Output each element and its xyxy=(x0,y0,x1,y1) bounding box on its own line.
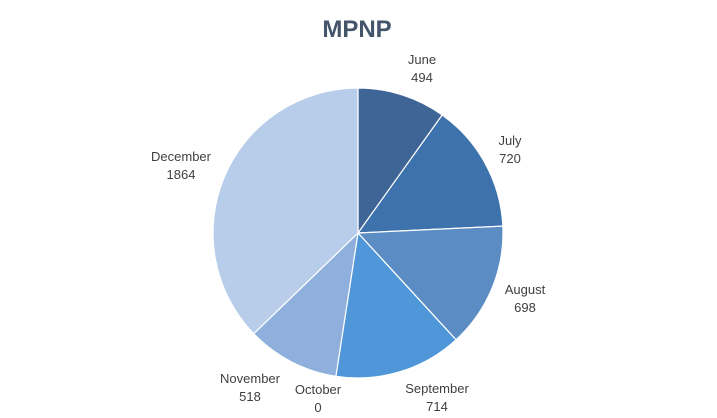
slice-label-value: 518 xyxy=(239,389,261,404)
slice-label-november: November 518 xyxy=(220,371,281,404)
pie-slice-august xyxy=(356,225,504,341)
pie-slice-november xyxy=(252,231,359,377)
slice-label-september: September 714 xyxy=(405,381,469,414)
slice-label-category: September xyxy=(405,381,469,396)
slice-label-december: December 1864 xyxy=(151,149,212,182)
slice-label-category: November xyxy=(220,371,281,386)
pie-slice-june xyxy=(357,87,444,235)
slice-label-july: July 720 xyxy=(498,133,522,166)
slice-labels: June 494 July 720 August 698 September 714 Octob… xyxy=(151,52,546,415)
slice-label-value: 0 xyxy=(314,400,321,415)
slice-label-october: October 0 xyxy=(295,382,342,415)
slice-label-category: December xyxy=(151,149,212,164)
pie-slice-september xyxy=(335,231,457,379)
pie-slice-december xyxy=(212,87,359,335)
slice-label-value: 720 xyxy=(499,151,521,166)
slice-label-value: 494 xyxy=(411,70,433,85)
slice-label-value: 698 xyxy=(514,300,536,315)
slice-label-category: October xyxy=(295,382,342,397)
slice-label-june: June 494 xyxy=(408,52,436,85)
pie-slice-july xyxy=(356,114,504,234)
slice-label-category: July xyxy=(498,133,522,148)
chart-title: MPNP xyxy=(322,16,391,43)
slice-label-august: August 698 xyxy=(505,282,546,315)
pie-slices xyxy=(212,87,504,379)
slice-label-category: August xyxy=(505,282,546,297)
slice-label-value: 714 xyxy=(426,399,448,414)
slice-label-value: 1864 xyxy=(167,167,196,182)
slice-label-category: June xyxy=(408,52,436,67)
